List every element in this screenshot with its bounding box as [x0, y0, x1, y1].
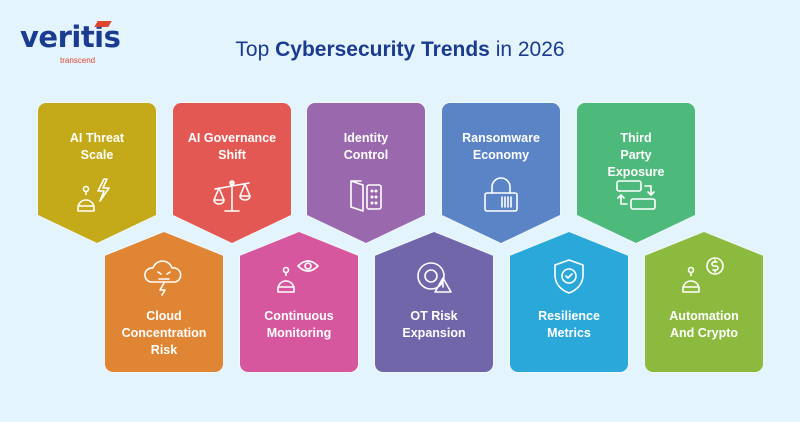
card-label-line: Shift — [218, 148, 246, 162]
trend-card: AI Governance Shift — [173, 103, 291, 243]
trend-card: Resilience Metrics — [510, 232, 628, 372]
robot-dollar-icon — [682, 257, 724, 293]
trend-card: Automation And Crypto — [645, 232, 763, 372]
page-title: Top Cybersecurity Trends in 2026 — [0, 38, 800, 62]
trend-card: Continuous Monitoring — [240, 232, 358, 372]
card-label-line: Resilience — [538, 309, 600, 323]
card-shape — [375, 232, 493, 372]
card-label-line: Expansion — [402, 326, 466, 340]
card-label-line: Metrics — [547, 326, 591, 340]
trend-card: Cloud Concentration Risk — [105, 232, 223, 372]
card-label-line: Ransomware — [462, 131, 540, 145]
card-label: Resilience Metrics — [510, 308, 628, 342]
card-label-line: Party — [620, 148, 652, 162]
card-label-line: AI Threat — [69, 131, 125, 145]
card-label-line: Risk — [150, 343, 178, 357]
card-shape — [240, 232, 358, 372]
title-suffix: in 2026 — [489, 38, 565, 61]
card-label-line: OT Risk — [410, 309, 458, 323]
card-label-line: Third — [620, 131, 652, 145]
gear-warning-icon — [417, 262, 452, 293]
trend-card: Identity Control — [307, 103, 425, 243]
card-label-line: Continuous — [264, 309, 334, 323]
trend-card: OT Risk Expansion — [375, 232, 493, 372]
card-label-line: AI Governance — [187, 131, 277, 145]
exchange-icon — [616, 180, 656, 210]
card-label-line: And Crypto — [669, 326, 739, 340]
card-label-line: Economy — [472, 148, 530, 162]
trend-card: AI Threat Scale — [38, 103, 156, 243]
door-keypad-icon — [350, 180, 382, 212]
veritis-logo[interactable]: veritis transcend — [20, 20, 121, 65]
scales-icon — [213, 180, 251, 212]
card-label-line: Cloud — [146, 309, 182, 323]
trend-card: Third Party Exposure — [577, 103, 695, 243]
card-label-line: Control — [343, 148, 389, 162]
robot-eye-icon — [277, 260, 319, 293]
card-label-line: Identity — [343, 131, 389, 145]
card-shape — [173, 103, 291, 243]
card-label-line: Scale — [80, 148, 114, 162]
card-shape — [577, 103, 695, 243]
card-label-line: Monitoring — [266, 326, 332, 340]
robot-lightning-icon — [77, 178, 110, 212]
card-label-line: Exposure — [607, 165, 665, 179]
card-label: AI Threat Scale — [38, 130, 156, 164]
title-bold: Cybersecurity Trends — [275, 38, 490, 61]
card-shape — [510, 232, 628, 372]
card-label: Cloud Concentration Risk — [105, 308, 223, 359]
card-label: Third Party Exposure — [577, 130, 695, 181]
card-label: AI Governance Shift — [173, 130, 291, 164]
card-label: Ransomware Economy — [442, 130, 560, 164]
shield-check-icon — [554, 259, 584, 294]
title-prefix: Top — [235, 38, 276, 61]
angry-cloud-icon — [144, 260, 182, 296]
card-label: OT Risk Expansion — [375, 308, 493, 342]
trend-card: Ransomware Economy — [442, 103, 560, 243]
card-shape — [307, 103, 425, 243]
card-label-line: Concentration — [121, 326, 207, 340]
card-shape — [645, 232, 763, 372]
card-label: Continuous Monitoring — [240, 308, 358, 342]
card-label: Automation And Crypto — [645, 308, 763, 342]
card-shape — [105, 232, 223, 372]
logo-tagline: transcend — [60, 56, 96, 65]
card-label: Identity Control — [307, 130, 425, 164]
lock-barcode-icon — [484, 177, 518, 212]
card-label-line: Automation — [669, 309, 739, 323]
card-shape — [38, 103, 156, 243]
card-shape — [442, 103, 560, 243]
